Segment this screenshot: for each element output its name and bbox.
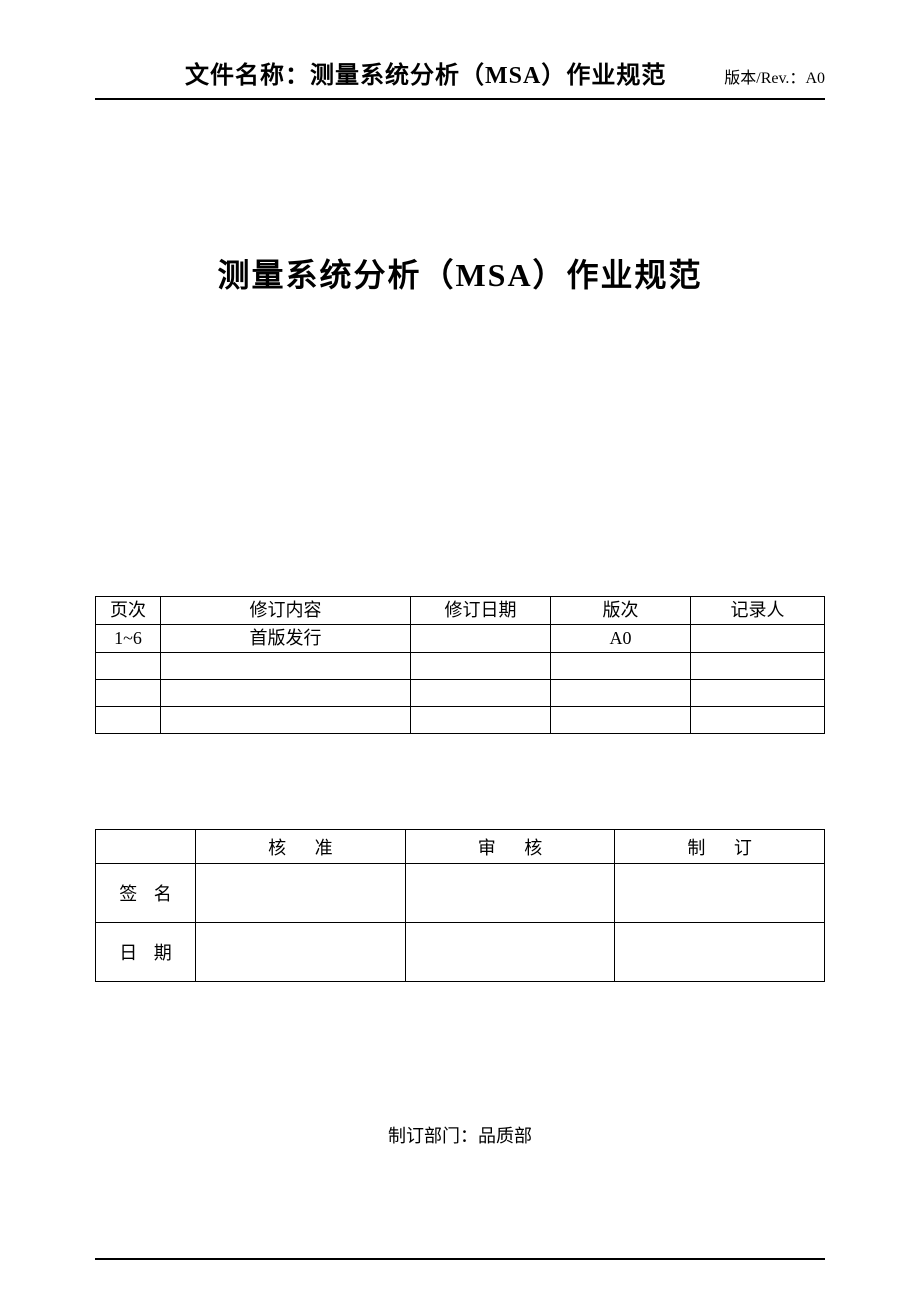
header-title: 测量系统分析（MSA）作业规范 — [310, 63, 666, 89]
column-header: 版次 — [551, 597, 691, 625]
dept-label: 制订部门： — [388, 1126, 478, 1146]
table-header-row: 页次 修订内容 修订日期 版次 记录人 — [96, 597, 825, 625]
table-row — [96, 680, 825, 707]
row-label: 日 期 — [96, 923, 196, 982]
column-header: 修订内容 — [161, 597, 411, 625]
table-cell — [196, 923, 406, 982]
table-cell — [691, 680, 825, 707]
document-header: 文件名称：测量系统分析（MSA）作业规范 版本/Rev.：A0 — [95, 55, 825, 100]
table-cell — [551, 707, 691, 734]
table-cell — [411, 680, 551, 707]
column-header — [96, 830, 196, 864]
table-cell — [161, 707, 411, 734]
table-cell — [96, 680, 161, 707]
table-cell — [551, 653, 691, 680]
department-line: 制订部门：品质部 — [95, 1122, 825, 1148]
table-cell — [405, 923, 615, 982]
table-cell — [551, 680, 691, 707]
table-row — [96, 653, 825, 680]
table-row — [96, 707, 825, 734]
table-cell: A0 — [551, 625, 691, 653]
table-row: 日 期 — [96, 923, 825, 982]
header-revision-block: 版本/Rev.：A0 — [724, 64, 825, 88]
table-cell — [615, 864, 825, 923]
table-cell — [196, 864, 406, 923]
table-cell — [161, 653, 411, 680]
column-header: 制 订 — [615, 830, 825, 864]
main-title: 测量系统分析（MSA）作业规范 — [95, 250, 825, 296]
table-cell — [615, 923, 825, 982]
column-header: 修订日期 — [411, 597, 551, 625]
footer-divider — [95, 1258, 825, 1260]
column-header: 核 准 — [196, 830, 406, 864]
table-cell — [161, 680, 411, 707]
table-row: 1~6 首版发行 A0 — [96, 625, 825, 653]
column-header: 页次 — [96, 597, 161, 625]
table-cell: 1~6 — [96, 625, 161, 653]
dept-value: 品质部 — [478, 1126, 532, 1146]
table-header-row: 核 准 审 核 制 订 — [96, 830, 825, 864]
column-header: 审 核 — [405, 830, 615, 864]
approval-signature-table: 核 准 审 核 制 订 签 名 日 期 — [95, 829, 825, 982]
column-header: 记录人 — [691, 597, 825, 625]
table-cell — [691, 707, 825, 734]
table-row: 签 名 — [96, 864, 825, 923]
header-label-prefix: 文件名称： — [185, 63, 310, 89]
table-cell — [411, 707, 551, 734]
row-label: 签 名 — [96, 864, 196, 923]
table-cell — [96, 707, 161, 734]
table-cell — [691, 625, 825, 653]
table-cell — [411, 625, 551, 653]
table-cell — [405, 864, 615, 923]
table-cell — [96, 653, 161, 680]
header-rev-label: 版本/Rev.： — [724, 70, 805, 87]
revision-history-table: 页次 修订内容 修订日期 版次 记录人 1~6 首版发行 A0 — [95, 596, 825, 734]
header-title-block: 文件名称：测量系统分析（MSA）作业规范 — [95, 55, 666, 90]
table-cell — [691, 653, 825, 680]
table-cell: 首版发行 — [161, 625, 411, 653]
header-rev-value: A0 — [805, 70, 825, 87]
document-page: 文件名称：测量系统分析（MSA）作业规范 版本/Rev.：A0 测量系统分析（M… — [0, 0, 920, 1310]
table-cell — [411, 653, 551, 680]
